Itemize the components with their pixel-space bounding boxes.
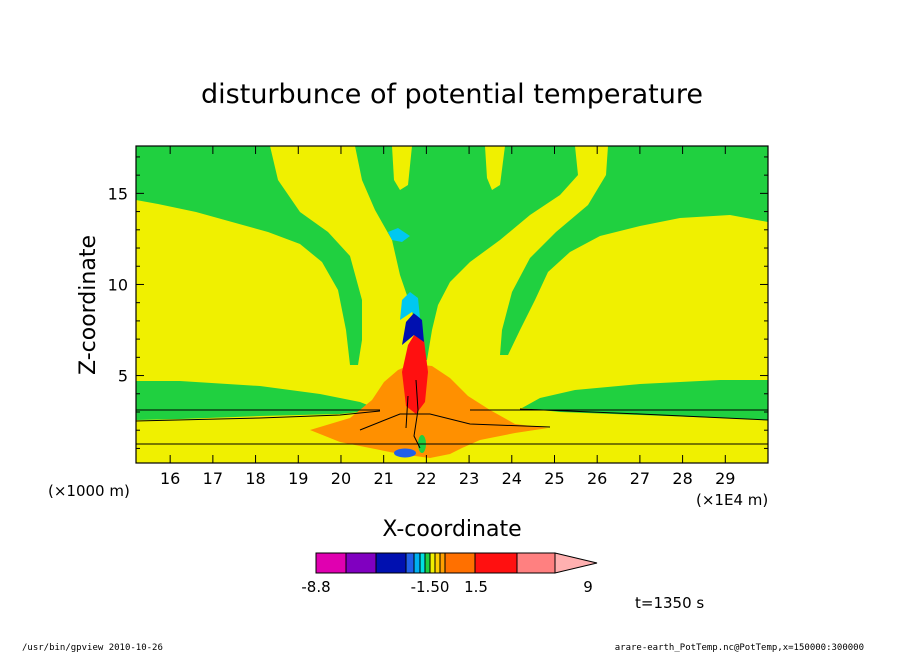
green-region-center: [355, 146, 578, 360]
y-axis-label: Z-coordinate: [76, 235, 101, 375]
colorbar-segment-1: [345, 552, 377, 574]
x-tick-label-19: 19: [288, 469, 308, 488]
colorbar-labels: -8.8 -1.50 1.5 9: [301, 578, 592, 596]
time-label: t=1350 s: [635, 594, 704, 612]
chart-title: disturbunce of potential temperature: [201, 79, 703, 110]
green-region-right-plume: [500, 146, 768, 355]
x-tick-label-22: 22: [416, 469, 436, 488]
colorbar-segment-5: [419, 552, 426, 574]
colorbar-arrow: [554, 552, 598, 574]
blue-core-upper: [402, 313, 424, 345]
x-tick-label-18: 18: [245, 469, 265, 488]
x-tick-label-28: 28: [672, 469, 692, 488]
x-tick-label-16: 16: [160, 469, 180, 488]
colorbar-label-3: 9: [583, 578, 593, 596]
x-tick-label-21: 21: [373, 469, 393, 488]
x-unit-left: (×1000 m): [48, 482, 130, 500]
colorbar-segment-6: [424, 552, 431, 574]
plot-frame: [135, 145, 769, 464]
x-tick-label-27: 27: [630, 469, 650, 488]
red-core: [402, 332, 428, 414]
colorbar-label-1: -1.50: [411, 578, 450, 596]
x-unit-right: (×1E4 m): [696, 491, 768, 509]
colorbar: [315, 552, 598, 574]
x-tick-label-17: 17: [203, 469, 223, 488]
axis-ticks: [136, 146, 768, 463]
colorbar-segment-10: [444, 552, 476, 574]
colorbar-segment-7: [429, 552, 436, 574]
colorbar-segment-11: [474, 552, 518, 574]
colorbar-label-0: -8.8: [301, 578, 330, 596]
colorbar-segment-4: [413, 552, 421, 574]
colorbar-segment-9: [439, 552, 446, 574]
y-tick-labels: 5 10 15: [108, 184, 128, 385]
y-tick-label-10: 10: [108, 275, 128, 294]
cyan-core: [400, 292, 420, 320]
orange-region: [310, 364, 548, 458]
x-tick-label-20: 20: [331, 469, 351, 488]
x-axis-label: X-coordinate: [382, 517, 521, 542]
y-tick-label-5: 5: [118, 367, 128, 386]
yellow-gap-2: [485, 146, 505, 190]
yellow-gap-1: [392, 146, 412, 190]
colorbar-segment-8: [434, 552, 441, 574]
x-tick-label-26: 26: [587, 469, 607, 488]
x-tick-label-29: 29: [715, 469, 735, 488]
colorbar-segment-0: [315, 552, 347, 574]
footer-left: /usr/bin/gpview 2010-10-26: [22, 643, 163, 653]
colorbar-segment-2: [375, 552, 407, 574]
x-tick-label-23: 23: [459, 469, 479, 488]
cyan-spot-upper: [388, 228, 410, 242]
colorbar-label-2: 1.5: [464, 578, 488, 596]
green-region-left-plume: [136, 146, 362, 365]
colorbar-segment-12: [516, 552, 556, 574]
colorbar-segment-3: [405, 552, 415, 574]
x-tick-label-25: 25: [544, 469, 564, 488]
blue-spot-bottom: [394, 448, 416, 458]
contour-lines: [136, 379, 768, 449]
contour-field: [136, 146, 768, 463]
y-tick-label-15: 15: [108, 184, 128, 203]
x-tick-labels: 16 17 18 19 20 21 22 23 24 25 26 27 28 29: [160, 469, 735, 488]
x-tick-label-24: 24: [502, 469, 522, 488]
footer-right: arare-earth_PotTemp.nc@PotTemp,x=150000:…: [615, 643, 864, 653]
